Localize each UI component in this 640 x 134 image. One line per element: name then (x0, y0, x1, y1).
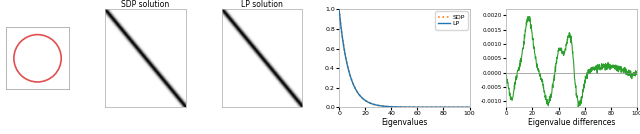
Title: LP solution: LP solution (241, 0, 284, 9)
SDP (429, 106, 437, 108)
SDP (466, 106, 474, 108)
Line: LP: LP (339, 9, 470, 107)
LP (417, 106, 425, 108)
LP (387, 106, 395, 107)
X-axis label: Eigenvalue differences: Eigenvalue differences (528, 118, 615, 127)
LP (430, 106, 438, 108)
LP (466, 106, 474, 108)
Legend: SDP, LP: SDP, LP (435, 11, 468, 29)
SDP (417, 106, 425, 108)
X-axis label: Eigenvalues: Eigenvalues (381, 118, 428, 127)
LP (429, 106, 437, 108)
SDP (378, 105, 385, 107)
SDP (387, 106, 395, 107)
LP (335, 9, 343, 10)
LP (351, 87, 358, 88)
Title: SDP solution: SDP solution (122, 0, 170, 9)
Line: SDP: SDP (339, 9, 470, 107)
SDP (351, 87, 358, 88)
SDP (335, 9, 343, 10)
LP (378, 105, 385, 107)
SDP (430, 106, 438, 108)
